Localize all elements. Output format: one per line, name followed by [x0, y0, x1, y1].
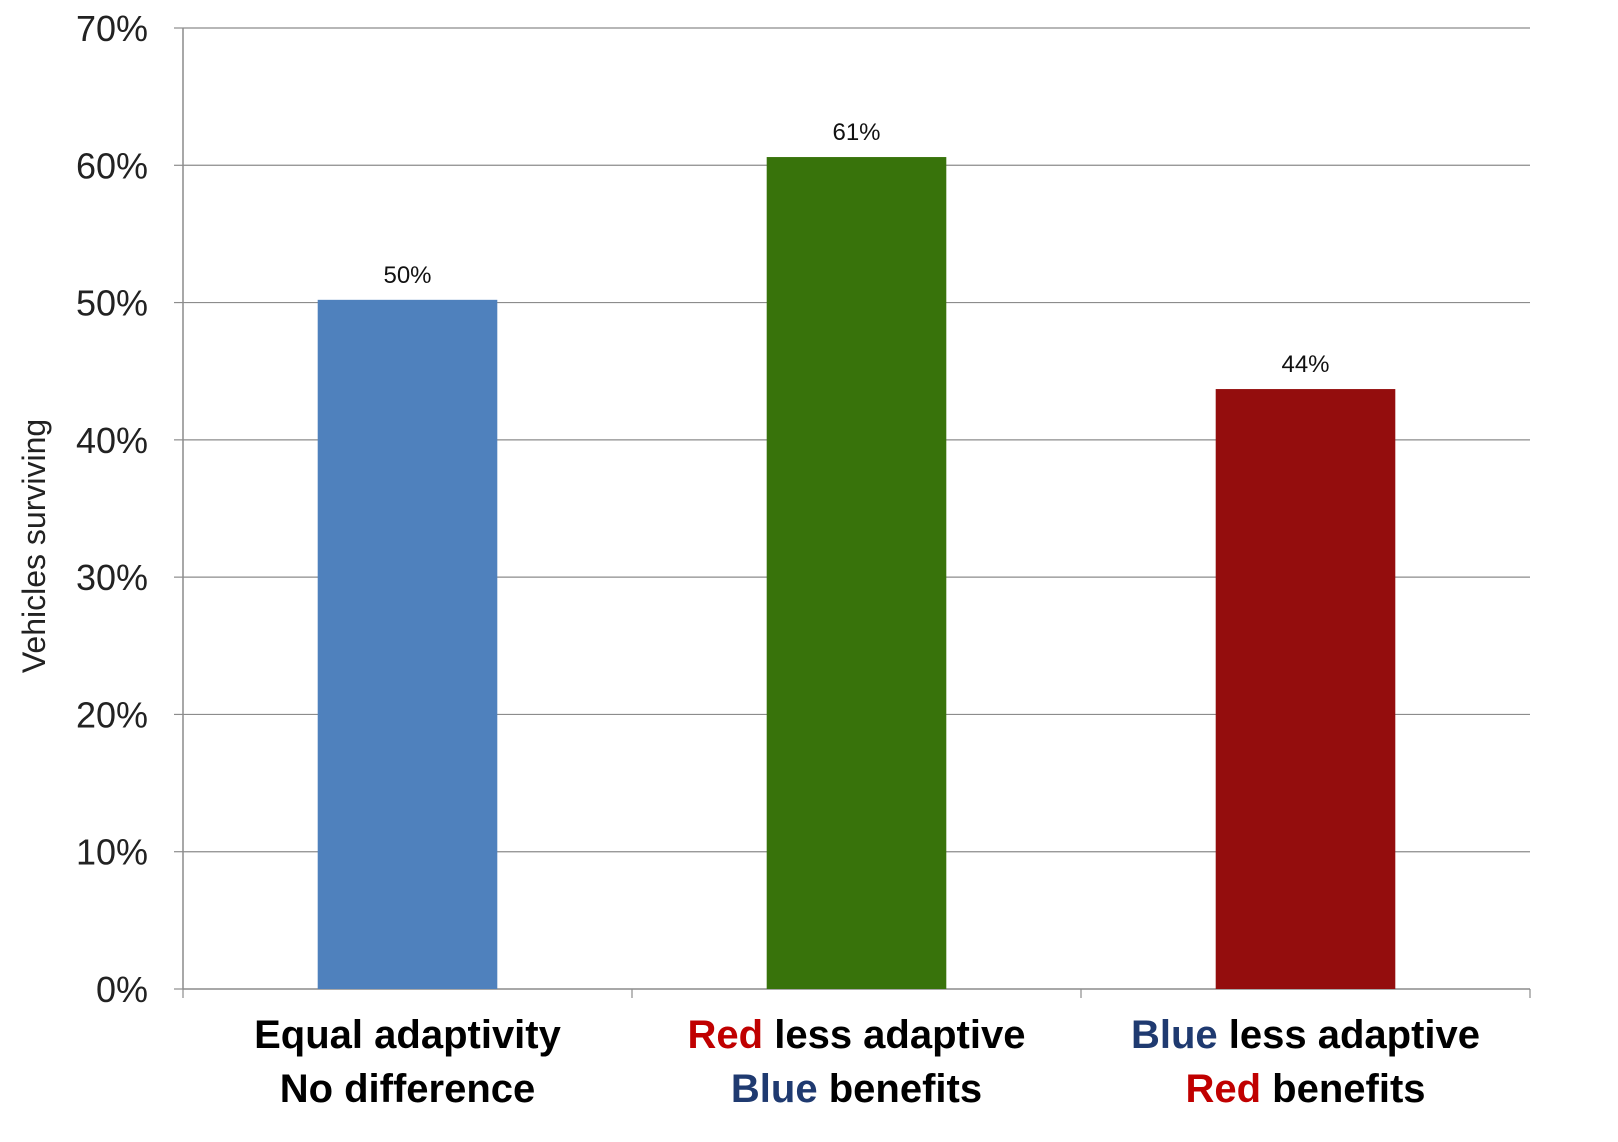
- y-tick-label: 10%: [76, 832, 148, 873]
- bar: [766, 157, 947, 989]
- category-label-part: benefits: [1261, 1067, 1425, 1111]
- data-label: 50%: [383, 262, 431, 289]
- category-label: Blue less adaptive: [1131, 1013, 1480, 1057]
- category-label-part: less adaptive: [1218, 1013, 1480, 1057]
- category-label-part: less adaptive: [763, 1013, 1025, 1057]
- category-label-part: Red: [1185, 1067, 1261, 1111]
- category-labels: Equal adaptivity No difference Red less ad…: [254, 1013, 1480, 1111]
- category-label: No difference: [280, 1067, 536, 1111]
- category-label-part: Blue: [1131, 1013, 1218, 1057]
- x-tick-marks: [182, 989, 1531, 998]
- bar: [1215, 389, 1396, 990]
- y-axis-label: Vehicles surviving: [16, 419, 52, 673]
- data-label: 61%: [832, 119, 880, 146]
- y-tick-label: 40%: [76, 420, 148, 461]
- category-label: Equal adaptivity: [254, 1013, 561, 1057]
- data-label: 44%: [1281, 351, 1329, 378]
- category-label-part: No difference: [280, 1067, 536, 1111]
- y-tick-label: 0%: [96, 969, 148, 1010]
- category-label-part: benefits: [818, 1067, 982, 1111]
- y-tick-label: 30%: [76, 557, 148, 598]
- data-labels: 50% 61% 44%: [383, 119, 1329, 378]
- category-label: Red benefits: [1185, 1067, 1425, 1111]
- y-tick-label: 60%: [76, 145, 148, 186]
- category-label-part: Red: [688, 1013, 764, 1057]
- bar: [317, 299, 498, 990]
- category-label-part: Equal adaptivity: [254, 1013, 561, 1057]
- y-tick-label: 70%: [76, 8, 148, 49]
- category-label: Blue benefits: [731, 1067, 982, 1111]
- category-label-part: Blue: [731, 1067, 818, 1111]
- y-tick-label: 50%: [76, 283, 148, 324]
- y-tick-labels: 0% 10% 20% 30% 40% 50% 60% 70%: [76, 8, 148, 1010]
- category-label: Red less adaptive: [688, 1013, 1026, 1057]
- bars: [317, 157, 1396, 990]
- y-tick-label: 20%: [76, 694, 148, 735]
